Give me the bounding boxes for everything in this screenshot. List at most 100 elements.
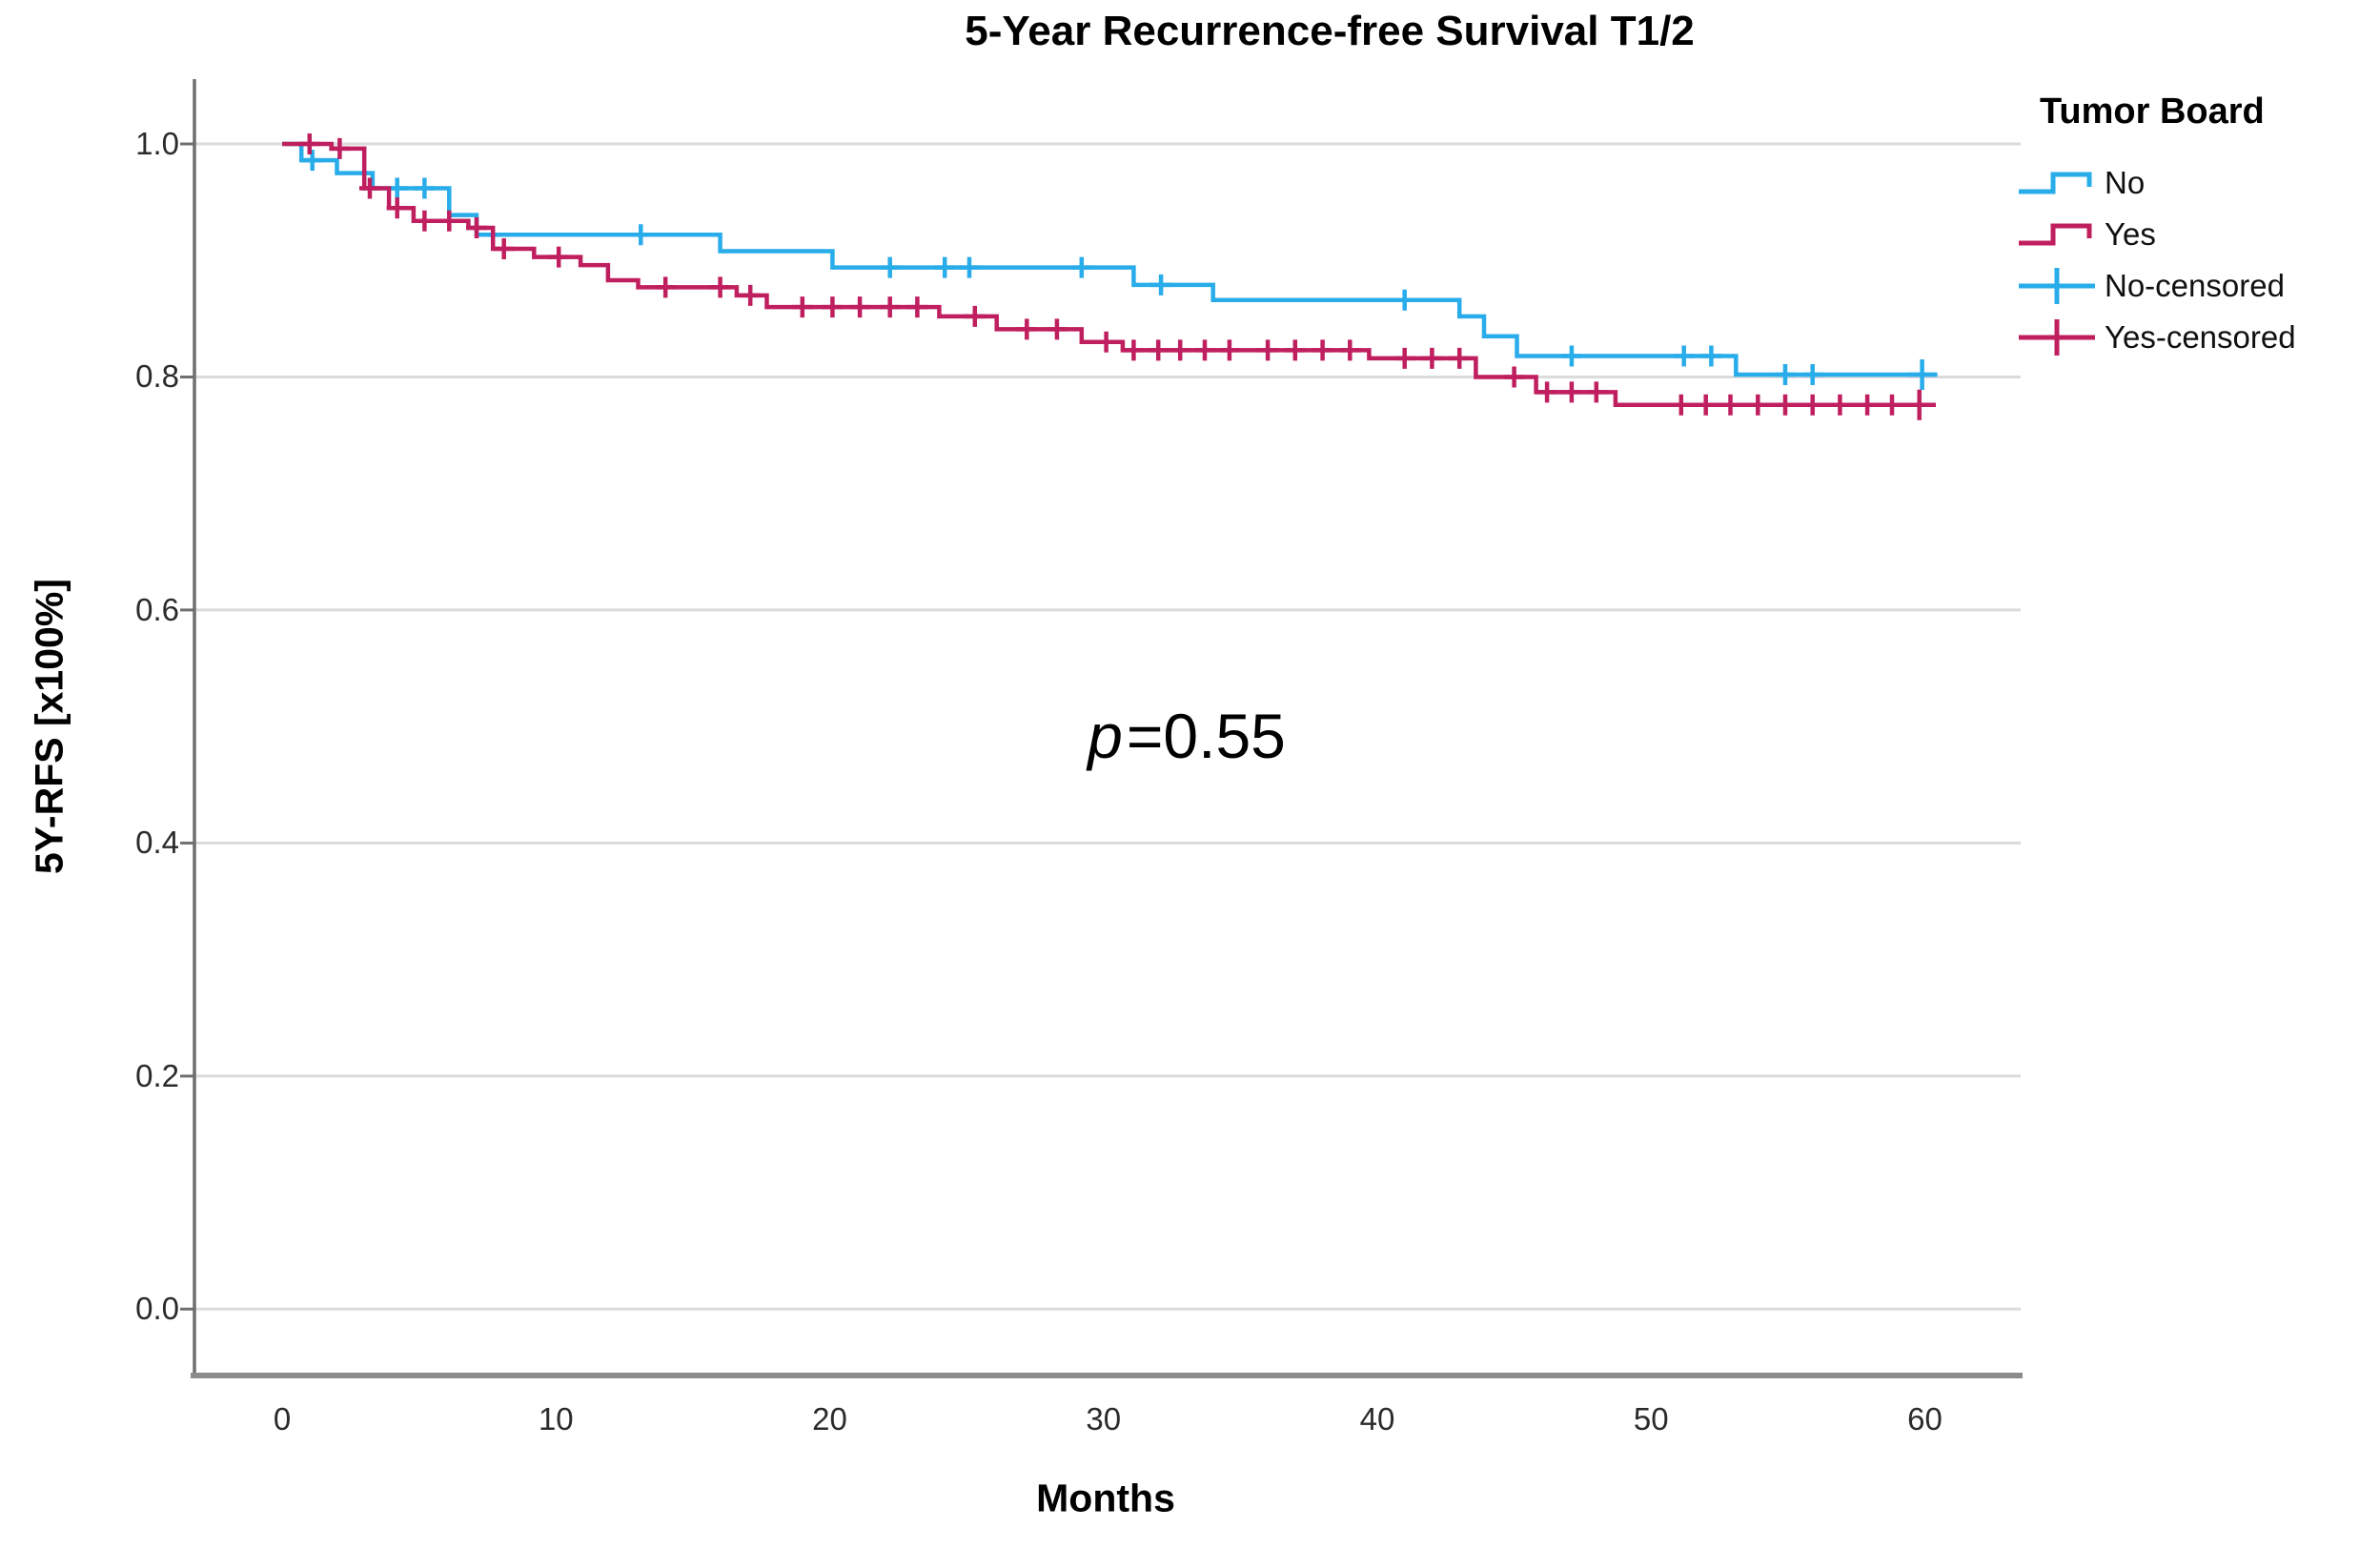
censor-mark-yes — [1218, 339, 1240, 361]
censor-mark-yes — [1801, 394, 1823, 416]
p-value-text: =0.55 — [1126, 701, 1286, 771]
y-tick-label: 0.2 — [135, 1057, 179, 1093]
censor-mark-yes — [791, 296, 813, 318]
x-tick-label: 50 — [1633, 1401, 1669, 1437]
censor-mark-yes — [1585, 381, 1607, 403]
censor-mark-yes — [1393, 347, 1415, 369]
censor-mark-yes — [1095, 331, 1117, 353]
step-line-swatch-icon — [2019, 223, 2092, 246]
censor-mark-yes — [359, 177, 380, 199]
censor-mark-no — [934, 256, 956, 278]
y-tick-label: 0.4 — [135, 825, 179, 861]
step-line-swatch-icon — [2019, 172, 2092, 194]
censor-mark-no — [1801, 364, 1823, 385]
censor-mark-yes — [1882, 394, 1902, 416]
y-tick-label: 0.8 — [135, 358, 179, 395]
chart-title: 5-Year Recurrence-free Survival T1/2 — [965, 8, 1695, 54]
x-axis-title: Months — [1036, 1476, 1175, 1520]
censor-mark-yes — [879, 296, 901, 318]
censor-mark-yes — [1339, 339, 1361, 361]
censor-mark-yes — [1312, 339, 1333, 361]
censor-mark-yes — [386, 197, 408, 219]
censor-mark-yes — [1449, 347, 1471, 369]
legend-item-label: No-censored — [2105, 268, 2285, 303]
censor-mark-no — [1150, 274, 1172, 296]
censor-mark-yes — [709, 276, 731, 298]
x-tick-label: 0 — [273, 1401, 292, 1437]
censor-mark-no — [959, 256, 980, 278]
x-tick-label: 60 — [1907, 1401, 1943, 1437]
censor-mark-yes — [414, 210, 436, 232]
censor-mark-no — [301, 150, 323, 172]
censor-plus-swatch-icon — [2019, 268, 2095, 304]
survival-curve-no — [282, 141, 1936, 377]
legend-item-yes: Yes — [2017, 209, 2296, 260]
censor-mark-yes — [1670, 394, 1692, 416]
x-tick-label: 40 — [1359, 1401, 1395, 1437]
censor-mark-yes — [1148, 339, 1170, 361]
p-value-annotation: p=0.55 — [1088, 700, 1286, 772]
y-tick-label: 0.6 — [135, 591, 179, 627]
censor-mark-no — [1775, 364, 1796, 385]
censor-mark-yes — [740, 284, 762, 306]
censor-mark-yes — [1775, 394, 1796, 416]
x-tick-label: 30 — [1086, 1401, 1122, 1437]
censor-mark-yes — [438, 210, 460, 232]
censor-mark-yes — [1719, 394, 1741, 416]
legend-item-no-censored: No-censored — [2017, 260, 2296, 312]
legend-item-label: Yes-censored — [2105, 319, 2296, 355]
censor-mark-yes — [655, 276, 677, 298]
censor-mark-yes — [1194, 339, 1215, 361]
censor-mark-no — [1700, 345, 1722, 367]
censor-mark-yes — [1421, 347, 1443, 369]
censor-mark-yes — [1016, 318, 1038, 340]
censor-plus-swatch-icon — [2019, 319, 2095, 356]
censor-mark-yes — [1257, 339, 1279, 361]
censor-mark-no — [1070, 256, 1092, 278]
legend-item-label: No — [2105, 165, 2146, 200]
censor-mark-no — [414, 177, 436, 199]
censor-mark-yes — [1284, 339, 1306, 361]
survival-curve-yes — [282, 141, 1936, 408]
censor-mark-yes — [1560, 381, 1582, 403]
legend: Tumor Board No Yes No-censored Yes-censored — [2017, 92, 2296, 363]
censor-mark-yes — [548, 246, 570, 268]
censor-mark-yes — [1536, 381, 1558, 403]
censor-mark-yes — [493, 238, 515, 259]
censor-mark-yes — [1695, 394, 1717, 416]
legend-item-no: No — [2017, 157, 2296, 209]
y-tick-label: 0.0 — [135, 1291, 179, 1327]
y-tick-label: 1.0 — [135, 126, 179, 161]
censor-mark-no — [879, 256, 901, 278]
censor-mark-yes — [329, 137, 351, 159]
censor-mark-yes — [466, 217, 487, 238]
legend-items: No Yes No-censored Yes-censored — [2017, 157, 2296, 363]
p-symbol: p — [1088, 701, 1123, 771]
censor-mark-no — [1393, 289, 1415, 311]
censor-mark-yes — [1903, 389, 1935, 420]
censor-mark-yes — [1046, 318, 1068, 340]
censor-mark-yes — [906, 296, 928, 318]
x-tick-label: 10 — [538, 1401, 574, 1437]
censor-mark-no — [1560, 345, 1582, 367]
censor-mark-yes — [1123, 339, 1145, 361]
censor-mark-yes — [1829, 394, 1851, 416]
censor-mark-yes — [822, 296, 844, 318]
legend-title: Tumor Board — [2040, 92, 2265, 132]
censor-mark-no — [1906, 359, 1938, 390]
legend-item-yes-censored: Yes-censored — [2017, 312, 2296, 363]
censor-mark-yes — [849, 296, 871, 318]
y-axis-title: 5Y-RFS [x100%] — [27, 579, 71, 874]
censor-mark-yes — [1747, 394, 1769, 416]
censor-mark-yes — [964, 305, 986, 327]
legend-item-label: Yes — [2105, 216, 2156, 252]
x-tick-label: 20 — [812, 1401, 847, 1437]
censor-mark-yes — [298, 133, 320, 154]
censor-mark-yes — [1857, 394, 1879, 416]
censor-mark-yes — [1170, 339, 1191, 361]
censor-mark-no — [630, 224, 652, 246]
censor-mark-no — [1673, 345, 1695, 367]
censor-mark-yes — [1503, 366, 1525, 388]
